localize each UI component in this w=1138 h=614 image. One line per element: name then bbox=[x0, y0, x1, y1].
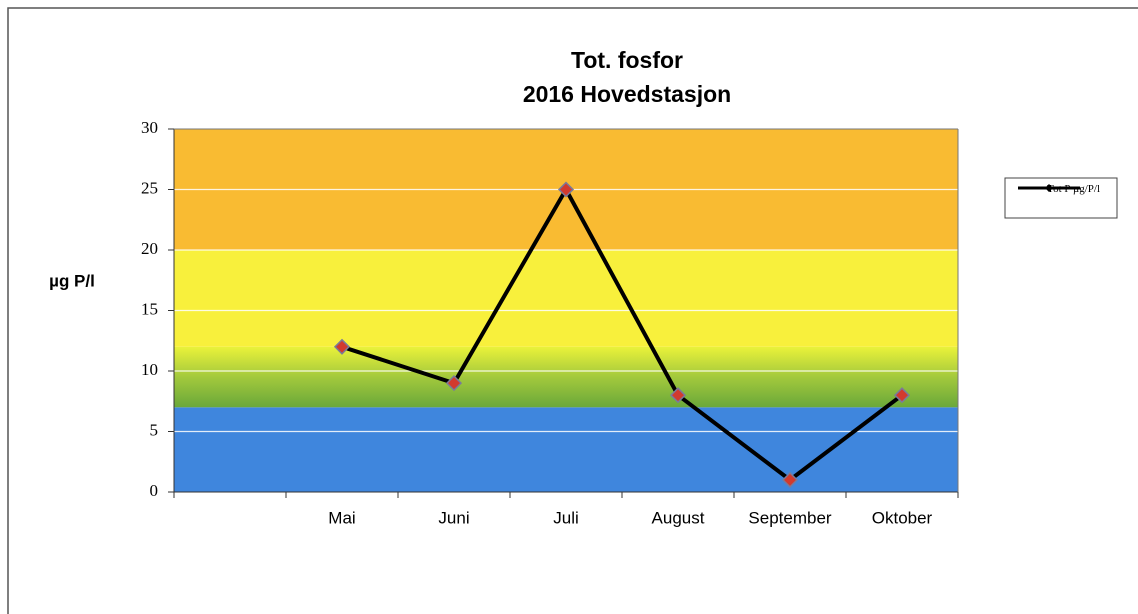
series-line bbox=[341, 187, 904, 482]
data-point bbox=[781, 471, 799, 488]
frame bbox=[7, 7, 1138, 614]
x-tick-label: Juli bbox=[553, 508, 579, 527]
background-band bbox=[174, 250, 958, 347]
x-tick-label: August bbox=[652, 508, 705, 527]
x-tick-label: Oktober bbox=[872, 508, 933, 527]
data-point bbox=[669, 387, 687, 404]
legend-label: Tot P µg/P/l bbox=[1047, 183, 1100, 195]
chart-subtitle: 2016 Hovedstasjon bbox=[523, 81, 731, 107]
y-tick-label: 15 bbox=[141, 299, 158, 318]
y-tick-label: 10 bbox=[141, 360, 158, 379]
data-point bbox=[445, 375, 463, 392]
y-tick-label: 5 bbox=[150, 420, 159, 439]
y-axis-label: µg P/l bbox=[49, 271, 95, 290]
legend-marker bbox=[1045, 184, 1053, 192]
chart-title: Tot. fosfor bbox=[571, 47, 683, 73]
legend-box bbox=[1004, 177, 1118, 219]
data-point bbox=[893, 387, 911, 404]
background-band bbox=[174, 346, 958, 408]
y-tick-label: 25 bbox=[141, 178, 158, 197]
background-band bbox=[174, 407, 958, 492]
x-tick-label: September bbox=[748, 508, 831, 527]
x-tick-label: Juni bbox=[438, 508, 469, 527]
data-point bbox=[333, 338, 351, 355]
y-tick-label: 30 bbox=[141, 118, 158, 137]
data-point bbox=[557, 181, 575, 198]
y-tick-label: 20 bbox=[141, 239, 158, 258]
y-tick-label: 0 bbox=[150, 481, 159, 500]
x-tick-label: Mai bbox=[328, 508, 355, 527]
